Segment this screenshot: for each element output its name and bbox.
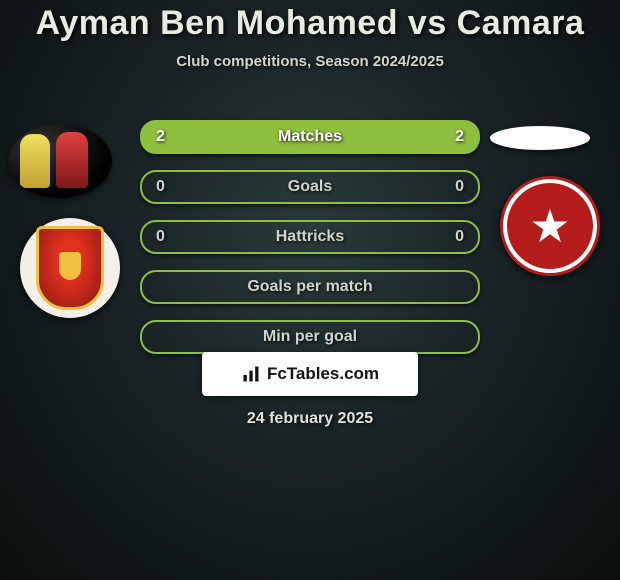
attribution-text: FcTables.com bbox=[267, 364, 379, 384]
stat-left-value: 0 bbox=[156, 178, 165, 196]
page-subtitle: Club competitions, Season 2024/2025 bbox=[0, 53, 620, 70]
stat-row-goals-per-match: Goals per match bbox=[140, 270, 480, 304]
player-left-photo bbox=[8, 124, 112, 198]
stat-label: Goals per match bbox=[247, 278, 372, 296]
stat-label: Min per goal bbox=[263, 328, 357, 346]
stat-left-value: 2 bbox=[156, 128, 165, 146]
stat-row-hattricks: 0 Hattricks 0 bbox=[140, 220, 480, 254]
stats-container: 2 Matches 2 0 Goals 0 0 Hattricks 0 Goal… bbox=[140, 120, 480, 370]
player-right-photo-placeholder bbox=[490, 126, 590, 150]
club-badge-left bbox=[20, 218, 120, 318]
stat-row-min-per-goal: Min per goal bbox=[140, 320, 480, 354]
attribution-box: FcTables.com bbox=[202, 352, 418, 396]
stat-right-value: 0 bbox=[455, 228, 464, 246]
generated-date: 24 february 2025 bbox=[0, 410, 620, 428]
stat-label: Hattricks bbox=[276, 228, 344, 246]
stat-right-value: 0 bbox=[455, 178, 464, 196]
stat-row-matches: 2 Matches 2 bbox=[140, 120, 480, 154]
stat-right-value: 2 bbox=[455, 128, 464, 146]
bar-chart-icon bbox=[241, 364, 261, 384]
stat-left-value: 0 bbox=[156, 228, 165, 246]
page-title: Ayman Ben Mohamed vs Camara bbox=[0, 0, 620, 43]
stat-label: Goals bbox=[288, 178, 332, 196]
stat-row-goals: 0 Goals 0 bbox=[140, 170, 480, 204]
stat-label: Matches bbox=[278, 128, 342, 146]
club-badge-right bbox=[500, 176, 600, 276]
